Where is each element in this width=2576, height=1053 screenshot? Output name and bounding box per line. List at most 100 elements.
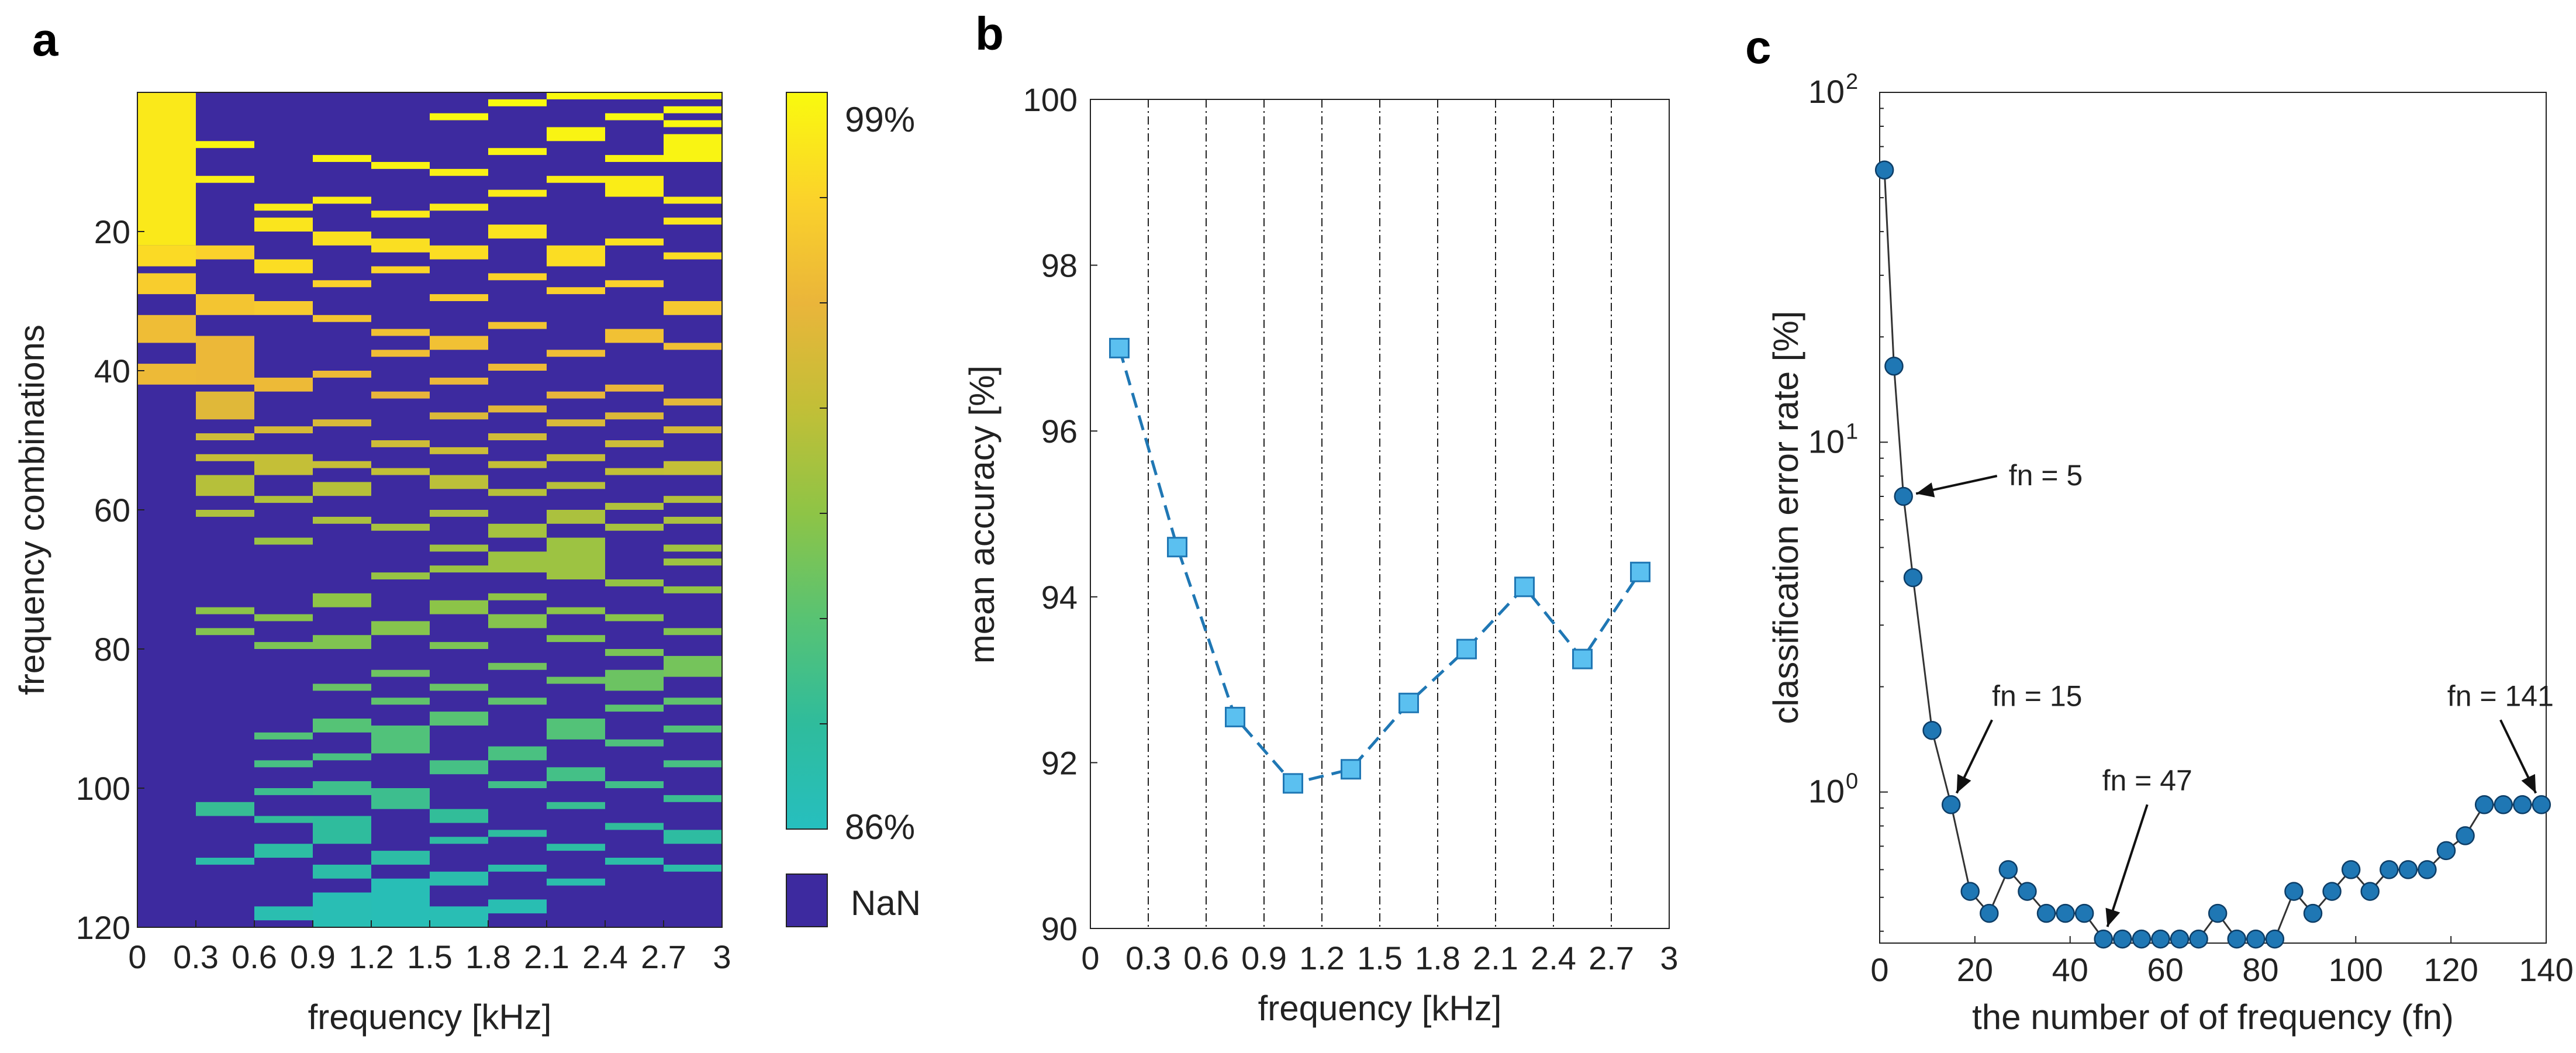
error-x-axis-label: the number of of frequency (fn) <box>1972 997 2454 1037</box>
error-point <box>2074 903 2094 923</box>
accuracy-x-tick-label: 0.9 <box>1241 940 1287 976</box>
heatmap-cell <box>488 273 547 281</box>
error-annotation-arrow <box>2106 804 2149 927</box>
error-y-axis-label: classification error rate [%] <box>1766 311 1805 724</box>
heatmap-cell <box>313 155 371 162</box>
heatmap-cell <box>313 753 371 761</box>
heatmap-cell <box>664 864 722 872</box>
error-point <box>2132 929 2152 949</box>
heatmap-cell <box>430 871 488 886</box>
heatmap-cell <box>605 669 664 691</box>
heatmap-cell <box>605 113 664 120</box>
error-point <box>2418 860 2437 879</box>
error-y-tick-label: 10 <box>1808 423 1845 460</box>
heatmap-y-tick-label: 40 <box>94 353 130 389</box>
error-point <box>2360 882 2380 901</box>
heatmap-cell <box>664 217 722 225</box>
heatmap-cell <box>488 405 547 413</box>
heatmap-cell <box>605 175 664 197</box>
heatmap-cell <box>664 795 722 802</box>
heatmap-cell <box>430 906 488 927</box>
colorbar-min-label: 86% <box>845 807 915 847</box>
heatmap-cell <box>371 878 430 927</box>
heatmap-cell <box>371 572 430 579</box>
heatmap-cell <box>605 440 664 447</box>
error-point <box>1941 795 1961 814</box>
heatmap-y-tick-label: 80 <box>94 631 130 668</box>
error-annotation-arrowhead <box>1956 774 1971 793</box>
heatmap-y-tick-label: 120 <box>76 909 130 946</box>
error-y-tick-exponent: 1 <box>1846 419 1858 444</box>
heatmap-cell <box>488 489 547 496</box>
heatmap-cell <box>371 725 430 754</box>
heatmap-cell <box>430 447 488 454</box>
error-y-tick-exponent: 2 <box>1846 70 1858 94</box>
heatmap-cell <box>547 127 605 141</box>
heatmap-y-tick-label: 60 <box>94 492 130 529</box>
error-x-tick-label: 100 <box>2329 951 2383 988</box>
error-annotation-arrowhead <box>2521 774 2536 793</box>
heatmap-cell <box>664 134 722 162</box>
heatmap-cell <box>254 906 313 921</box>
accuracy-x-tick-label: 2.1 <box>1473 940 1518 976</box>
heatmap-cell <box>664 655 722 677</box>
error-point <box>2265 929 2285 949</box>
accuracy-y-tick-label: 98 <box>1041 247 1078 284</box>
panel-label-c: c <box>1745 21 1772 73</box>
heatmap-cell <box>196 858 254 865</box>
nan-legend-swatch <box>786 874 828 927</box>
error-point <box>2056 903 2075 923</box>
heatmap-cell <box>430 294 488 301</box>
heatmap-x-tick-label: 0 <box>128 938 146 975</box>
colorbar <box>786 92 828 830</box>
heatmap-cell <box>605 468 664 475</box>
heatmap-cell <box>488 148 547 156</box>
error-point <box>2151 929 2170 949</box>
error-x-tick-label: 80 <box>2242 951 2278 988</box>
heatmap-y-tick-label: 20 <box>94 213 130 250</box>
heatmap-cell <box>430 245 488 260</box>
error-point <box>2208 903 2228 923</box>
panel-label-b: b <box>975 8 1004 60</box>
heatmap-cell <box>488 461 547 468</box>
heatmap-cell <box>371 391 430 399</box>
heatmap-cell <box>254 259 313 274</box>
error-annotation-label: fn = 15 <box>1992 679 2082 712</box>
accuracy-y-tick-label: 96 <box>1041 413 1078 450</box>
heatmap-cell <box>664 92 722 99</box>
error-point <box>2341 860 2361 879</box>
heatmap-cell <box>547 350 605 357</box>
heatmap-cell <box>664 426 722 434</box>
heatmap-cell <box>254 217 313 232</box>
accuracy-point <box>1341 759 1361 780</box>
heatmap-cell <box>313 593 371 607</box>
heatmap-cell <box>430 544 488 552</box>
heatmap-cell <box>371 698 430 705</box>
error-x-tick-label: 20 <box>1957 951 1993 988</box>
error-y-tick-label: 10 <box>1808 773 1845 810</box>
heatmap-cell <box>254 426 313 434</box>
accuracy-point <box>1225 706 1245 727</box>
error-point <box>1894 486 1913 506</box>
heatmap-cell <box>254 642 313 649</box>
error-point <box>1884 356 1904 376</box>
accuracy-x-tick-label: 2.4 <box>1531 940 1576 976</box>
panel-b-line-chart: 0 0.3 0.6 0.9 1.2 1.5 1.8 2.1 2.4 2.7 3 90 92 94 96 98… <box>962 81 1679 1028</box>
heatmap-cell <box>664 628 722 636</box>
heatmap-cell <box>313 892 371 927</box>
heatmap-cell <box>196 433 254 440</box>
heatmap-cell <box>196 454 254 461</box>
error-point <box>1903 568 1923 588</box>
heatmap-cell <box>254 732 313 740</box>
heatmap-cell <box>547 287 605 295</box>
heatmap-cell <box>664 343 722 350</box>
heatmap-cell <box>254 760 313 768</box>
heatmap-cell <box>254 203 313 211</box>
accuracy-x-tick-label: 1.2 <box>1299 940 1345 976</box>
accuracy-point <box>1399 692 1419 713</box>
heatmap-cell <box>547 510 605 524</box>
error-point <box>2303 903 2323 923</box>
heatmap-cell <box>137 92 196 246</box>
heatmap-cell <box>254 844 313 858</box>
